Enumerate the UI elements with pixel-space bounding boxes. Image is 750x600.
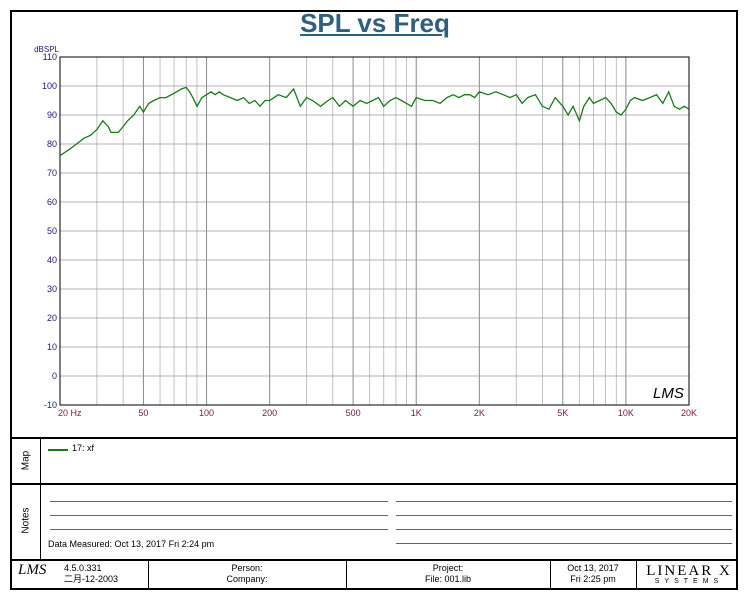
map-label: Map [20,450,32,471]
y-tick-label: 80 [47,139,57,149]
x-tick-label: 20K [681,408,697,418]
x-tick-label: 20 Hz [58,408,82,418]
person-company: Person: Company: [152,563,342,585]
notes-section: Notes Data Measured: Oct 13, 2017 Fri 2:… [12,483,738,559]
plot-border [59,56,690,406]
legend-swatch [48,449,68,451]
map-section: Map 17: xf [12,437,738,483]
brand-small: SYSTEMS [654,578,724,585]
y-tick-label: -10 [44,400,57,410]
footer: LMS 4.5.0.331 二月-12-2003 Person: Company… [12,559,738,588]
y-tick-label: 110 [43,52,57,62]
x-tick-label: 100 [199,408,214,418]
y-axis-label: dBSPL [34,45,59,54]
legend-entry: 17: xf [72,443,95,453]
y-tick-label: 40 [47,255,57,265]
chart-title: SPL vs Freq [300,8,450,38]
date-time: Oct 13, 2017 Fri 2:25 pm [552,563,634,585]
y-tick-label: 100 [42,81,57,91]
x-tick-label: 200 [262,408,277,418]
footer-date: Oct 13, 2017 [567,563,619,573]
y-tick-label: 10 [47,342,57,352]
plot-area: -10 0 10 20 30 40 50 60 70 80 90 100 110 dBSPL 20 Hz 50… [12,12,738,437]
series-line [59,86,690,157]
brand-big: LINEAR X [646,563,732,579]
company-label: Company: [226,574,268,584]
y-tick-label: 30 [47,284,57,294]
version-info: 4.5.0.331 二月-12-2003 [64,563,118,585]
lms-logo: LMS [18,562,47,578]
person-label: Person: [231,563,263,573]
x-tick-label: 2K [474,408,485,418]
y-tick-label: 90 [47,110,57,120]
x-tick-label: 500 [346,408,361,418]
lms-watermark: LMS [653,385,684,402]
project-file: Project: File: 001.lib [348,563,548,585]
y-tick-label: 20 [47,313,57,323]
x-tick-label: 1K [411,408,422,418]
y-tick-label: 60 [47,197,57,207]
footer-time: Fri 2:25 pm [570,574,616,584]
data-measured: Data Measured: Oct 13, 2017 Fri 2:24 pm [48,539,215,549]
notes-label: Notes [20,507,32,534]
y-tick-label: 0 [52,371,57,381]
y-tick-label: 70 [47,168,57,178]
linearx-logo: LINEAR X SYSTEMS [640,563,738,585]
version-date: 二月-12-2003 [64,574,119,584]
version-number: 4.5.0.331 [64,563,102,573]
file-label: File: 001.lib [424,574,472,584]
x-tick-label: 5K [557,408,568,418]
project-label: Project: [432,563,464,573]
x-tick-label: 10K [618,408,634,418]
x-tick-label: 50 [138,408,148,418]
y-tick-label: 50 [47,226,57,236]
